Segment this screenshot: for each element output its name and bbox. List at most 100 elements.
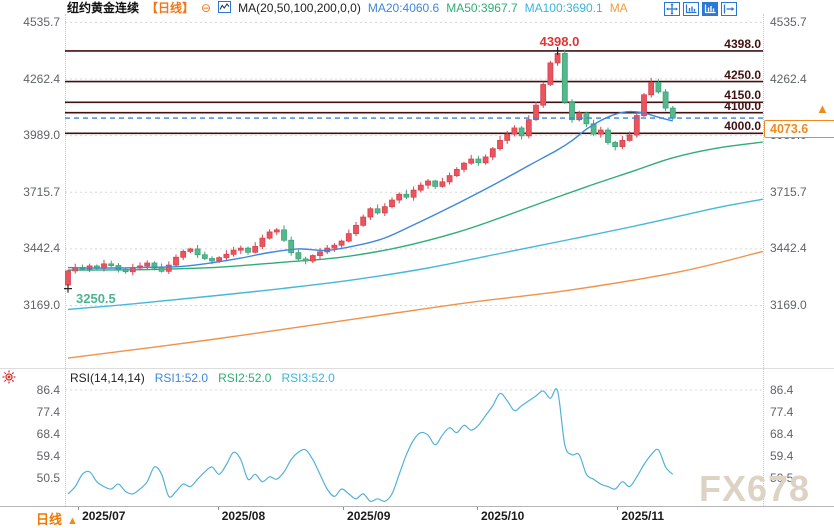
candle	[439, 181, 446, 187]
candle	[129, 267, 136, 273]
candle	[237, 247, 244, 251]
scale-axis-icon[interactable]	[683, 2, 699, 16]
candle	[194, 248, 201, 256]
candle	[108, 263, 115, 266]
candle	[309, 255, 316, 262]
main-y-right-label: 4535.7	[770, 14, 807, 29]
scale-axis-active-icon[interactable]	[702, 2, 718, 16]
x-axis-tick	[617, 506, 619, 510]
x-axis-label: 2025/09	[347, 509, 391, 523]
candle	[482, 156, 489, 164]
candle	[396, 193, 403, 201]
watermark: FX678	[699, 468, 811, 509]
tab-up-triangle-icon: ▲	[67, 515, 78, 527]
pan-crosshair-icon[interactable]	[664, 2, 680, 16]
candle	[353, 224, 359, 235]
main-y-left-label: 4262.4	[23, 71, 60, 86]
rsi2-readout: RSI2:52.0	[218, 371, 272, 385]
candle	[533, 104, 539, 121]
current-price-box: 4073.6	[764, 120, 834, 139]
main-y-right-label: 3169.0	[770, 297, 807, 312]
rsi-y-left-label: 59.4	[36, 448, 60, 463]
candle	[151, 262, 158, 269]
candle	[410, 189, 417, 198]
rsi-y-left-label: 68.4	[36, 426, 60, 441]
candle	[626, 134, 633, 141]
rsi-y-right-label: 59.4	[770, 448, 794, 463]
main-y-right-label: 3442.4	[770, 241, 807, 256]
rsi1-readout: RSI1:52.0	[154, 371, 209, 385]
candle	[389, 199, 395, 208]
ma-partial-readout: MA	[609, 1, 628, 15]
candle	[223, 253, 230, 259]
candle	[317, 251, 323, 256]
candle	[144, 262, 151, 267]
collapse-indicator-icon[interactable]: ⊖	[201, 1, 212, 15]
candle	[641, 94, 647, 116]
main-y-left-label: 3715.7	[23, 184, 60, 199]
rsi-header: RSI(14,14,14) RSI1:52.0 RSI2:52.0 RSI3:5…	[70, 371, 335, 385]
candle	[461, 162, 467, 170]
candle	[259, 237, 266, 247]
candle	[158, 267, 165, 272]
ma20-readout: MA20:4060.6	[367, 1, 440, 15]
main-y-left-label: 3989.0	[23, 128, 60, 143]
candle	[612, 142, 619, 148]
candle	[540, 84, 547, 106]
candle	[252, 246, 259, 253]
rsi-settings-label: RSI(14,14,14)	[70, 371, 145, 385]
rsi-y-left-label: 86.4	[36, 382, 60, 397]
level-line-label: 4000.0	[724, 119, 761, 134]
candle	[648, 81, 655, 96]
main-y-right-label: 3715.7	[770, 184, 807, 199]
candle	[360, 216, 367, 226]
x-axis-tick	[476, 506, 478, 510]
candle	[374, 208, 381, 214]
ma-settings-label: MA(20,50,100,200,0,0)	[238, 1, 361, 15]
x-axis-tick	[217, 506, 219, 510]
candle	[122, 268, 129, 273]
timeframe-tab[interactable]: 日线 ▲	[36, 509, 78, 528]
level-line-label: 4398.0	[724, 36, 761, 51]
high-price-annotation: 4398.0	[539, 33, 580, 49]
low-price-annotation: 3250.5	[76, 290, 116, 306]
symbol-name: 纽约黄金连续	[67, 1, 140, 15]
candle	[504, 133, 511, 141]
candle	[497, 139, 503, 150]
main-y-right-label: 4262.4	[770, 71, 807, 86]
rsi-y-right-label: 50.5	[770, 470, 794, 485]
price-up-arrow-icon: ▲	[816, 101, 829, 116]
candle	[619, 139, 626, 148]
rsi-y-right-label: 68.4	[770, 426, 794, 441]
x-axis-tick	[343, 506, 345, 510]
plot-right-border	[763, 14, 764, 506]
candle	[302, 258, 309, 262]
main-y-left-label: 3442.4	[23, 241, 60, 256]
level-line-label: 4250.0	[724, 67, 761, 82]
candle	[201, 254, 208, 259]
x-axis-label: 2025/10	[480, 509, 525, 523]
candle	[547, 62, 554, 85]
candle	[662, 91, 669, 109]
rsi3-readout: RSI3:52.0	[281, 371, 335, 385]
shift-right-icon[interactable]	[721, 2, 737, 16]
candle	[468, 158, 475, 164]
indicator-settings-sun-icon[interactable]	[2, 370, 16, 389]
candle	[597, 129, 604, 135]
plot-left-border	[65, 14, 66, 506]
ma20-line	[67, 110, 673, 269]
candle	[576, 112, 583, 121]
candle	[288, 239, 295, 254]
main-y-left-label: 3169.0	[23, 297, 60, 312]
candle	[432, 180, 439, 187]
candle	[331, 244, 338, 249]
candle	[65, 270, 71, 286]
candle	[511, 127, 518, 135]
candle	[295, 252, 302, 260]
x-axis-label: 2025/07	[82, 509, 126, 523]
zigzag-chart-icon	[218, 0, 232, 16]
x-axis-label: 2025/11	[621, 509, 665, 523]
candle	[453, 169, 460, 177]
